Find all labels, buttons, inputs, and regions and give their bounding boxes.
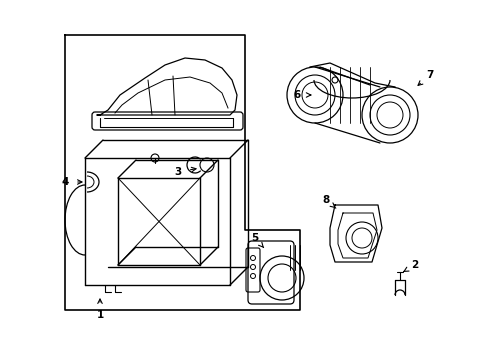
Text: 3: 3 (174, 167, 181, 177)
Text: 6: 6 (293, 90, 300, 100)
Text: 8: 8 (322, 195, 329, 205)
Text: 7: 7 (426, 70, 433, 80)
Text: 1: 1 (96, 310, 103, 320)
Text: 5: 5 (251, 233, 258, 243)
Text: 2: 2 (410, 260, 418, 270)
Text: 4: 4 (61, 177, 68, 187)
